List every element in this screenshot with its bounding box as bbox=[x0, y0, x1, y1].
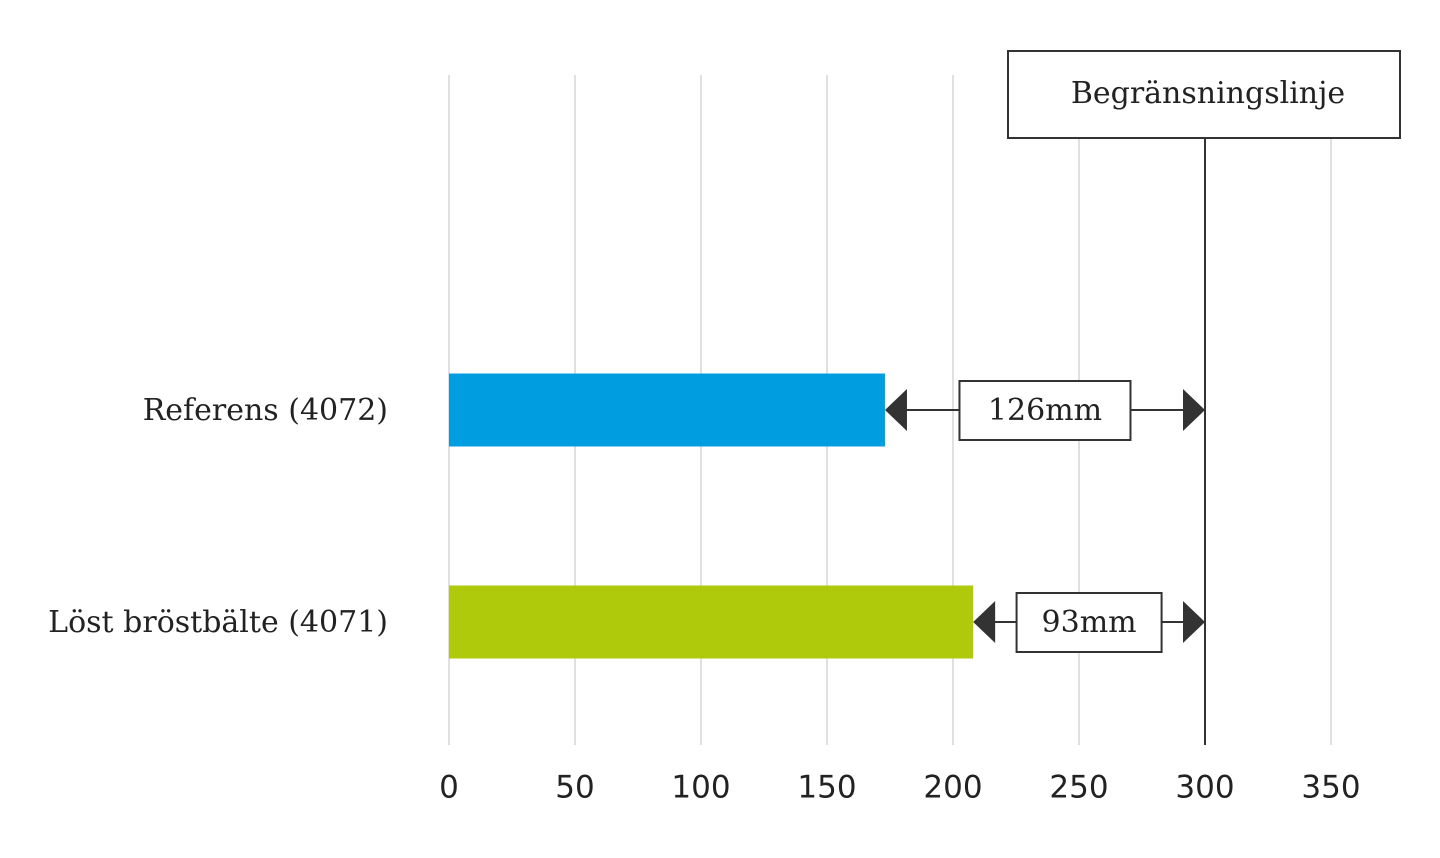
x-tick-label: 350 bbox=[1301, 770, 1360, 806]
x-tick-label: 150 bbox=[797, 770, 856, 806]
x-tick-label: 50 bbox=[555, 770, 594, 806]
arrow-head bbox=[973, 601, 996, 643]
x-tick-label: 100 bbox=[671, 770, 730, 806]
bar bbox=[449, 373, 885, 447]
limit-label: Begränsningslinje bbox=[1071, 76, 1345, 111]
gap-label-box bbox=[1015, 592, 1163, 653]
limit-label-box bbox=[1007, 50, 1401, 139]
x-tick-label: 300 bbox=[1175, 770, 1234, 806]
gap-label: 126mm bbox=[988, 393, 1102, 428]
arrow-head bbox=[1183, 389, 1205, 431]
x-tick-label: 250 bbox=[1049, 770, 1108, 806]
category-label: Löst bröstbälte (4071) bbox=[48, 605, 388, 640]
x-tick-label: 0 bbox=[439, 770, 459, 806]
arrow-head bbox=[884, 389, 907, 431]
x-tick-label: 200 bbox=[923, 770, 982, 806]
gap-label: 93mm bbox=[1042, 605, 1137, 640]
arrow-head bbox=[1183, 601, 1205, 643]
category-label: Referens (4072) bbox=[143, 393, 388, 428]
bar bbox=[449, 585, 974, 659]
gap-label-box bbox=[958, 380, 1132, 441]
